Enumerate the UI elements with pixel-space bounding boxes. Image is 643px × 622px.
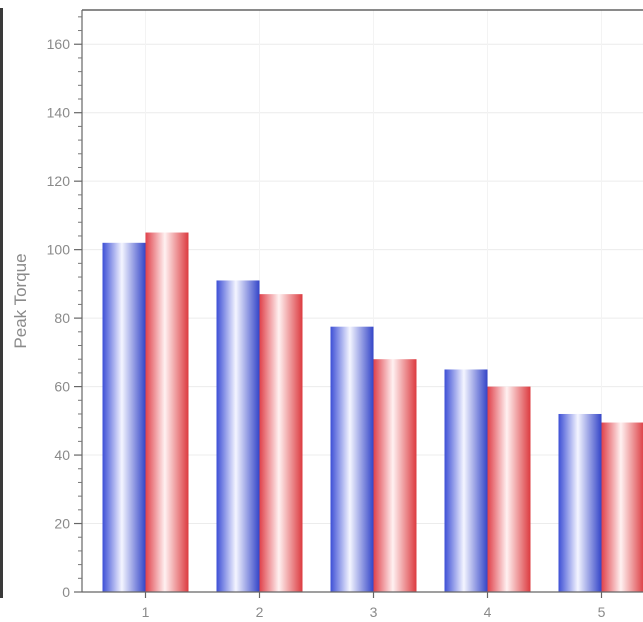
bar-red-2 [259,294,303,592]
bar-blue-1 [102,242,146,593]
bar-blue-2 [216,280,260,592]
x-axis-ticks: 1 2 3 4 5 [142,592,606,620]
x-tick-label: 2 [256,604,264,620]
y-tick-label: 140 [47,105,71,121]
bar-red-5 [601,422,643,592]
y-tick-label: 120 [47,173,71,189]
y-tick-label: 40 [54,447,70,463]
bar-red-4 [487,386,531,592]
x-tick-label: 5 [598,604,606,620]
x-tick-label: 1 [142,604,150,620]
bar-blue-3 [330,326,374,592]
y-tick-label: 20 [54,516,70,532]
x-tick-label: 4 [484,604,492,620]
y-tick-label: 80 [54,310,70,326]
y-tick-label: 160 [47,36,71,52]
x-tick-label: 3 [370,604,378,620]
y-axis-ticks: 0 20 40 60 80 100 120 140 160 [47,16,82,600]
y-tick-label: 100 [47,242,71,258]
y-tick-label: 0 [62,584,70,600]
left-panel-edge [0,8,3,598]
bar-blue-5 [558,413,602,592]
y-tick-label: 60 [54,379,70,395]
bar-red-3 [373,359,417,592]
bar-red-1 [145,232,189,592]
bars [102,232,643,593]
bar-blue-4 [444,369,488,592]
y-axis-title: Peak Torque [11,253,30,348]
